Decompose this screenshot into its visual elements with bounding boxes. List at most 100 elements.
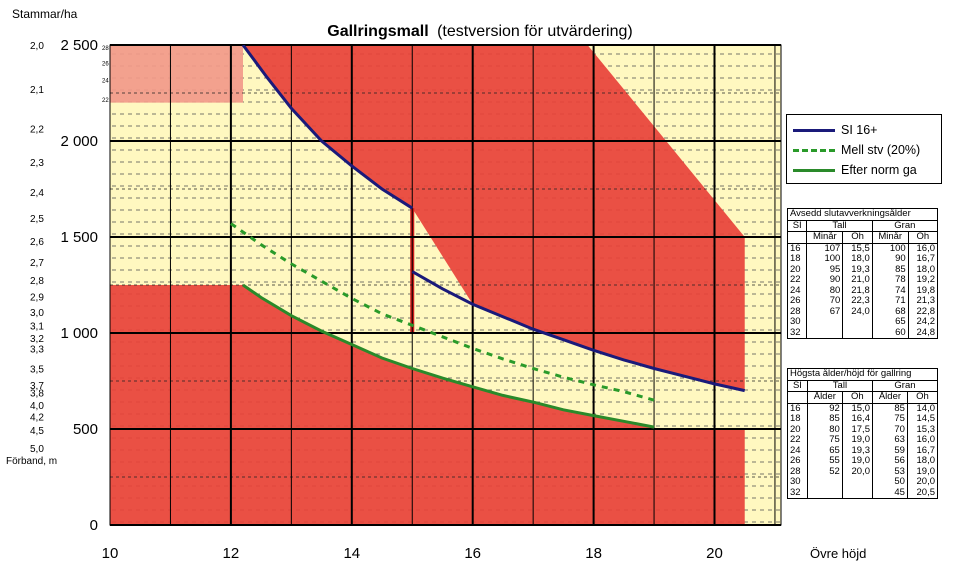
y-tick-label: 0 — [90, 517, 98, 534]
table-head — [788, 391, 808, 404]
table-cell: 85 — [871, 403, 908, 414]
table-cell: 19,2 — [907, 274, 937, 286]
x-tick-label: 14 — [343, 545, 360, 562]
table-cell: 85 — [806, 413, 843, 425]
table-cell: 85 — [871, 264, 909, 275]
table-cell: 71 — [871, 295, 909, 307]
table-cell: 65 — [871, 316, 909, 328]
table-cell: 60 — [871, 327, 909, 338]
legend-swatch-efter-norm — [793, 168, 835, 172]
legend-label-si16: SI 16+ — [841, 123, 878, 137]
table-cell: 100 — [806, 253, 843, 265]
table-subhead: Ålder — [871, 391, 908, 404]
table-cell: 16,7 — [906, 445, 937, 456]
table-cell: 53 — [871, 466, 908, 477]
table-cell: 21,0 — [842, 274, 873, 286]
table-cell: 74 — [871, 285, 909, 296]
table-cell: 28 — [790, 465, 801, 477]
table-cell — [806, 487, 843, 498]
chart-legend: SI 16+ Mell stv (20%) Efter norm ga — [786, 114, 942, 184]
table-subhead: Minår — [806, 231, 843, 244]
table-cell: 20,5 — [906, 487, 937, 498]
table-cell — [806, 327, 843, 338]
table-row: 18 85 16,4 75 14,5 — [788, 413, 937, 425]
table-row: 16 107 15,5 100 16,0 — [788, 243, 937, 254]
table-head: Tall — [806, 220, 873, 232]
inner-tick-label: 22 — [102, 98, 109, 104]
table-cell: 18,0 — [842, 253, 873, 265]
spacing-tick-label: 2,7 — [30, 258, 44, 269]
series-line-2 — [230, 222, 655, 402]
series-line-1 — [411, 270, 746, 393]
spacing-tick-label: 2,4 — [30, 188, 44, 199]
table-head: Gran — [871, 380, 937, 392]
table-cell: 24 — [790, 444, 801, 456]
table-cell: 30 — [790, 476, 801, 487]
table-cell: 21,8 — [842, 285, 873, 296]
table-subhead: Öh — [842, 231, 873, 244]
forbidden-regions — [110, 45, 745, 525]
table-cell — [842, 317, 873, 328]
top-light-band — [110, 45, 243, 103]
legend-label-efter-norm: Efter norm ga — [841, 163, 917, 177]
spacing-axis-ticks: 2,02,12,22,32,42,52,62,72,82,93,03,13,23… — [30, 41, 44, 455]
table-subhead: Öh — [841, 391, 873, 404]
table-row: 16 92 15,0 85 14,0 — [788, 403, 937, 414]
inner-tick-label: 24 — [102, 79, 109, 85]
table-cell: 19,3 — [841, 445, 873, 456]
table-head: Gran — [871, 220, 937, 232]
table-cell: 50 — [871, 476, 908, 488]
table-cell: 16,4 — [841, 413, 873, 425]
legend-item-efter-norm: Efter norm ga — [787, 161, 917, 179]
table-cell: 70 — [806, 295, 843, 307]
table-cell: 24,0 — [842, 306, 873, 317]
table-row: 32 45 20,5 — [788, 486, 937, 498]
spacing-tick-label: 2,9 — [30, 293, 44, 304]
table-cell: 100 — [871, 243, 909, 254]
y-tick-label: 2 000 — [60, 133, 98, 150]
table-cell — [841, 477, 873, 488]
spacing-tick-label: 4,0 — [30, 401, 44, 412]
table-cell: 22 — [790, 434, 801, 445]
table-cell: 19,0 — [841, 434, 873, 446]
table-cell: 32 — [790, 486, 801, 498]
table-cell: 28 — [790, 305, 801, 317]
table-cell — [842, 327, 873, 338]
table-cell: 92 — [806, 403, 843, 414]
table-cell: 14,5 — [906, 413, 937, 425]
table-row: 20 80 17,5 70 15,3 — [788, 424, 937, 435]
table-cell: 80 — [806, 424, 843, 435]
table-cell: 16 — [790, 402, 801, 414]
table-cell: 19,0 — [906, 466, 937, 477]
spacing-tick-label: 4,2 — [30, 413, 44, 424]
table-cell: 16,7 — [907, 253, 937, 265]
table-cell: 56 — [871, 455, 908, 467]
table-subhead: Ålder — [806, 391, 843, 404]
grid-lines — [109, 44, 782, 526]
x-tick-label: 16 — [464, 545, 481, 562]
table-subhead: Öh — [906, 391, 937, 404]
x-tick-label: 10 — [102, 545, 119, 562]
table-cell: 15,5 — [842, 243, 873, 254]
max-thinning-age-table: Högsta ålder/höjd för gallring SI Tall Gran… — [787, 368, 938, 499]
table-cell: 90 — [806, 274, 843, 286]
table-cell: 20,0 — [841, 466, 873, 477]
table-subhead: Öh — [907, 231, 937, 244]
spacing-tick-label: 3,2 — [30, 334, 44, 345]
inner-tick-label: 26 — [102, 61, 109, 67]
table-head: SI — [788, 380, 808, 392]
table-cell: 19,8 — [907, 285, 937, 296]
table-row: 30 50 20,0 — [788, 476, 937, 488]
series-line-3 — [242, 283, 655, 429]
table-cell: 26 — [790, 455, 801, 466]
table-cell: 30 — [790, 316, 801, 327]
table-cell: 78 — [871, 274, 909, 286]
table-cell: 32 — [790, 326, 801, 338]
table-cell: 59 — [871, 445, 908, 456]
table-row: 28 67 24,0 68 22,8 — [788, 305, 937, 317]
spacing-axis-label: Förband, m — [6, 456, 57, 467]
legend-swatch-si16 — [793, 128, 835, 132]
table-cell: 15,0 — [841, 403, 873, 414]
table-cell: 17,5 — [841, 424, 873, 435]
table-head: Tall — [806, 380, 873, 392]
